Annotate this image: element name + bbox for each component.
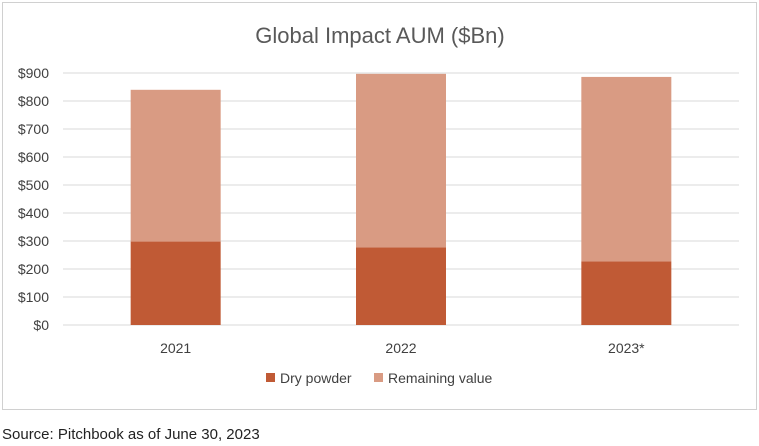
y-tick-label: $300 xyxy=(18,233,49,249)
legend: Dry powder Remaining value xyxy=(266,370,492,386)
y-tick-label: $600 xyxy=(18,149,49,165)
x-tick-label: 2023* xyxy=(608,340,645,356)
y-tick-label: $800 xyxy=(18,93,49,109)
y-tick-label: $700 xyxy=(18,121,49,137)
y-tick-label: $200 xyxy=(18,261,49,277)
x-axis-tick-labels: 2021 2022 2023* xyxy=(160,340,645,356)
bar-remaining-value-2022 xyxy=(356,73,446,248)
y-tick-label: $900 xyxy=(18,65,49,81)
legend-swatch xyxy=(374,373,383,382)
legend-label: Remaining value xyxy=(388,370,492,386)
legend-swatch xyxy=(266,373,275,382)
bar-remaining-value-2021 xyxy=(130,89,221,242)
y-axis-tick-labels: $0 $100 $200 $300 $400 $500 $600 $700 $800 $900 xyxy=(18,65,49,333)
chart-frame: Global Impact AUM ($Bn) $0 $100 $200 $300 $4… xyxy=(2,2,757,410)
x-tick-label: 2022 xyxy=(385,340,416,356)
y-tick-label: $500 xyxy=(18,177,49,193)
y-tick-label: $0 xyxy=(33,317,49,333)
bars xyxy=(130,73,672,325)
bar-dry-powder-2023 xyxy=(581,261,672,325)
y-tick-label: $400 xyxy=(18,205,49,221)
source-note: Source: Pitchbook as of June 30, 2023 xyxy=(2,426,260,443)
y-tick-label: $100 xyxy=(18,289,49,305)
bar-dry-powder-2021 xyxy=(130,241,221,325)
legend-label: Dry powder xyxy=(280,370,352,386)
stacked-bar-chart: Global Impact AUM ($Bn) $0 $100 $200 $300 $4… xyxy=(18,23,739,386)
x-tick-label: 2021 xyxy=(160,340,191,356)
bar-dry-powder-2022 xyxy=(356,247,446,325)
bar-remaining-value-2023 xyxy=(581,76,672,262)
chart-title: Global Impact AUM ($Bn) xyxy=(255,23,504,48)
